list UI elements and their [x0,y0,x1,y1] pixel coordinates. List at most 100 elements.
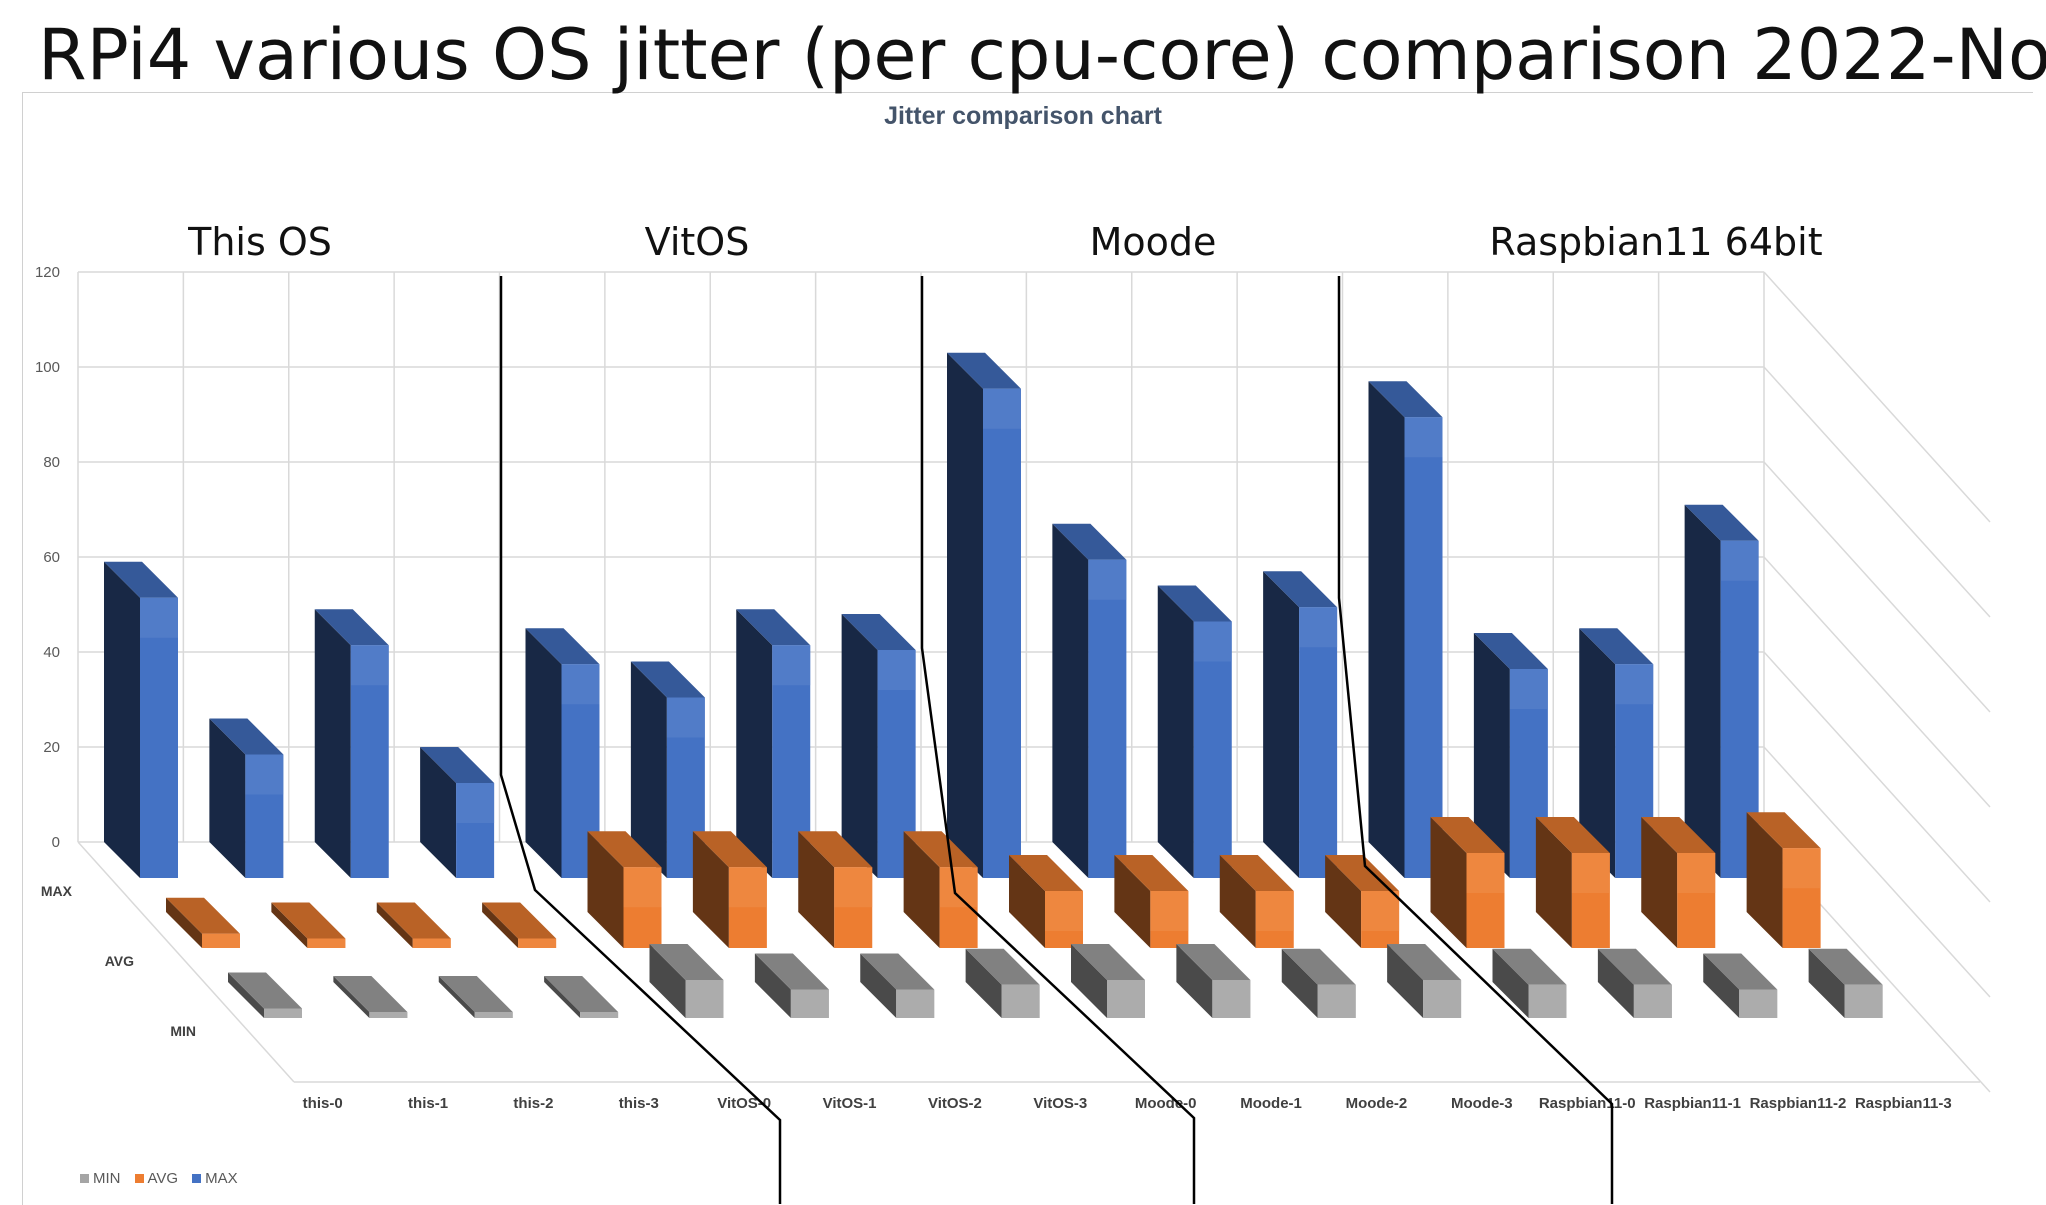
bar-highlight-min-this-2 [474,1012,513,1018]
y-tick-label: 0 [52,834,60,851]
bar-top-avg-this-2 [376,902,451,939]
x-axis-labels: this-0 this-1 this-2 this-3 VitOS-0 VitOS-1 Vi… [303,1095,1952,1112]
y-tick-label: 40 [43,644,60,661]
legend-swatch-max [192,1174,202,1183]
bar-top-max-this-0 [104,561,178,598]
legend-item-max: MAX [192,1170,238,1187]
x-tick-label: Raspbian11-2 [1750,1095,1847,1112]
x-tick-label: VitOS-3 [1033,1095,1087,1112]
bar-highlight-max-this-1 [245,754,284,795]
bar-side-max-this-1 [209,718,246,878]
bar-top-avg-Raspbian11-2 [1641,817,1716,853]
bar-highlight-min-VitOS-0 [685,980,724,1018]
bar-highlight-max-this-0 [140,597,178,638]
bar-side-min-Raspbian11-0 [1492,948,1529,1018]
bar-side-avg-Moode-0 [1009,855,1045,948]
bar-highlight-avg-this-2 [412,938,451,948]
bar-top-min-this-3 [544,976,619,1012]
bar-top-avg-this-0 [166,897,240,934]
bar-highlight-max-Raspbian11-2 [1615,664,1654,705]
bar-side-max-Moode-1 [1052,523,1089,878]
x-tick-label: this-2 [513,1095,553,1112]
series-label-max: MAX [41,883,73,899]
bar-top-max-VitOS-1 [630,661,705,698]
bar-top-avg-this-1 [271,902,346,939]
bar-side-min-Moode-1 [1176,944,1213,1018]
bar-top-max-Raspbian11-1 [1473,633,1548,669]
bar-highlight-avg-this-1 [307,938,346,948]
bar-side-min-Raspbian11-3 [1808,948,1845,1018]
bar-top-max-Raspbian11-3 [1684,504,1759,541]
bar-highlight-avg-VitOS-0 [623,867,662,908]
x-tick-label: VitOS-1 [823,1095,877,1112]
bar-top-max-Raspbian11-0 [1368,381,1443,418]
separator-line-3 [1337,276,1614,1204]
bar-side-avg-VitOS-1 [692,831,729,948]
legend-item-avg: AVG [134,1170,179,1187]
bar-side-avg-Raspbian11-1 [1535,817,1572,948]
bar-side-max-this-2 [314,609,351,878]
bar-highlight-avg-Raspbian11-3 [1782,848,1821,889]
bar-top-min-VitOS-0 [649,944,724,980]
bar-highlight-min-Raspbian11-3 [1844,984,1883,1018]
group-title-vitos: VitOS [644,220,750,264]
bar-highlight-min-VitOS-3 [1001,984,1040,1018]
legend-label-avg: AVG [147,1170,179,1187]
bar-side-min-Moode-2 [1281,948,1318,1018]
bar-side-max-Moode-2 [1157,585,1194,878]
bar-side-min-Moode-0 [1071,944,1107,1018]
bar-top-min-Moode-2 [1281,948,1356,985]
bar-side-avg-Raspbian11-3 [1746,812,1783,948]
bar-side-avg-VitOS-0 [587,831,624,948]
gridline-side [1763,461,1991,713]
bar-side-avg-VitOS-2 [798,831,835,948]
bar-highlight-avg-Moode-0 [1045,891,1083,931]
bar-max-Moode-1 [1088,559,1127,878]
x-tick-label: Moode-0 [1135,1095,1197,1112]
bar-top-avg-VitOS-2 [798,831,873,868]
bars: MAX AVG MIN [41,352,1883,1039]
bar-highlight-avg-VitOS-1 [728,867,767,908]
separator-line-2 [920,276,1196,1204]
bar-highlight-avg-VitOS-2 [834,867,873,908]
bar-highlight-min-VitOS-1 [790,989,829,1018]
bar-top-max-this-1 [209,718,284,755]
gridline-side [1763,556,1991,808]
bar-highlight-max-Moode-3 [1299,607,1338,648]
bar-top-max-Moode-2 [1157,585,1232,622]
x-tick-label: Moode-3 [1451,1095,1513,1112]
bar-highlight-min-this-3 [580,1012,619,1018]
series-min: MIN [170,944,1883,1039]
bar-max-Moode-0 [983,388,1021,878]
bar-top-avg-VitOS-3 [903,831,978,868]
bar-top-avg-Moode-1 [1114,855,1189,891]
bar-top-min-Raspbian11-0 [1492,948,1567,985]
x-tick-label: Raspbian11-3 [1855,1095,1952,1112]
bar-highlight-min-Raspbian11-1 [1633,984,1672,1018]
bar-side-min-this-0 [228,972,264,1018]
bar-top-max-VitOS-3 [841,614,916,650]
bar-top-avg-this-3 [482,902,557,939]
bar-highlight-avg-this-0 [202,933,240,948]
bar-highlight-min-VitOS-2 [896,989,935,1018]
bar-top-max-this-2 [314,609,389,646]
bar-side-min-Raspbian11-1 [1597,948,1634,1018]
bar-side-max-Raspbian11-3 [1684,504,1721,878]
x-tick-label: Raspbian11-0 [1539,1095,1636,1112]
bar-highlight-max-VitOS-2 [772,645,811,686]
bar-side-min-VitOS-1 [754,953,791,1018]
bar-top-avg-Raspbian11-3 [1746,812,1821,849]
bar-highlight-avg-Moode-2 [1255,891,1294,931]
bar-max-Moode-3 [1299,607,1338,878]
x-tick-label: Moode-1 [1240,1095,1302,1112]
bar-side-avg-VitOS-3 [903,831,940,948]
bar-side-max-VitOS-2 [736,609,773,878]
bar-top-max-Moode-0 [947,352,1021,389]
x-tick-label: this-3 [619,1095,659,1112]
separator-line-1 [499,276,782,1204]
gridline-side [1763,651,1991,903]
legend-item-min: MIN [80,1170,121,1187]
chart-title: Jitter comparison chart [884,102,1162,130]
bar-side-min-VitOS-3 [965,948,1002,1018]
